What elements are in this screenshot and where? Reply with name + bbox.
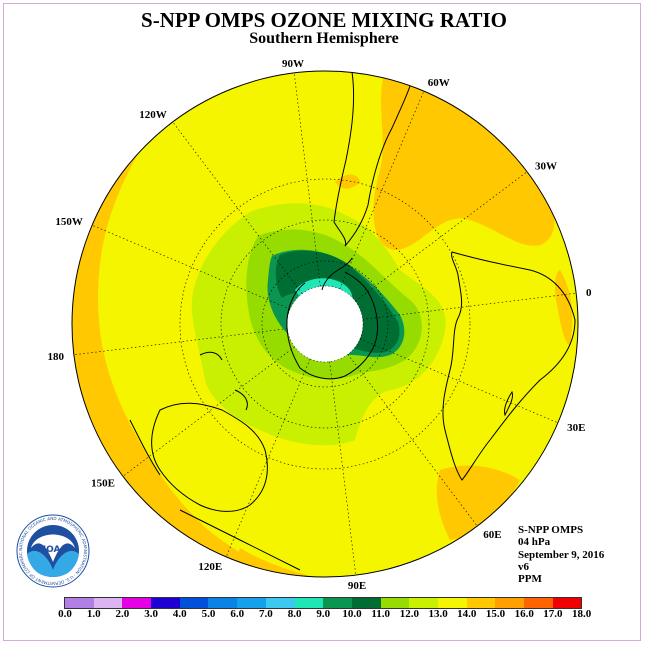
colorbar-swatch — [437, 598, 467, 608]
colorbar-tick-label: 4.0 — [172, 608, 187, 620]
colorbar-tick-label: 3.0 — [144, 608, 158, 620]
info-level: 04 hPa — [518, 536, 551, 549]
logo-text: NOAA — [39, 545, 68, 555]
colorbar-tick-label: 11.0 — [371, 608, 391, 620]
longitude-label: 60W — [428, 77, 450, 89]
band-orange-east — [555, 270, 573, 345]
colorbar-swatch — [208, 598, 238, 608]
info-version: v6 — [518, 560, 529, 573]
colorbar-tick-label: 1.0 — [86, 608, 101, 620]
colorbar-swatch — [265, 598, 295, 608]
coast-madagascar — [504, 390, 513, 417]
longitude-label: 30W — [535, 161, 557, 173]
colorbar-tick-label: 18.0 — [571, 608, 592, 620]
colorbar-swatch — [65, 598, 94, 608]
colorbar-tick-label: 16.0 — [514, 608, 534, 620]
latitude-circle-30 — [179, 178, 471, 470]
coast-antarctica — [286, 271, 379, 380]
colorbar — [64, 597, 583, 609]
coast-south-america — [333, 71, 416, 247]
colorbar-swatch — [351, 598, 381, 608]
colorbar-tick-label: 8.0 — [287, 608, 302, 620]
info-block: S-NPP OMPS 04 hPa September 9, 2016 v6 P… — [518, 524, 604, 585]
longitude-label: 150E — [91, 477, 115, 489]
colorbar-tick-label: 17.0 — [543, 608, 563, 620]
coast-africa — [442, 251, 576, 481]
colorbar-swatch — [466, 598, 496, 608]
map-subtitle: Southern Hemisphere — [249, 30, 399, 47]
coast-peninsula — [321, 257, 353, 291]
colorbar-swatch — [409, 598, 438, 608]
colorbar-swatch — [495, 598, 524, 608]
coast-se-asia — [129, 419, 301, 571]
band-orange-southeast — [436, 465, 520, 540]
graticule — [73, 72, 577, 576]
colorbar-swatch — [552, 598, 582, 608]
info-date: September 9, 2016 — [518, 548, 605, 561]
colorbar-swatch — [323, 598, 352, 608]
map-title: S-NPP OMPS OZONE MIXING RATIO — [141, 8, 507, 32]
polar-gap — [286, 285, 364, 363]
coastlines — [129, 71, 576, 571]
longitude-label: 30E — [567, 422, 585, 434]
colorbar-tick-label: 14.0 — [457, 608, 477, 620]
colorbar-swatch — [294, 598, 324, 608]
colorbar-tick-label: 5.0 — [201, 608, 216, 620]
colorbar-tick-label: 7.0 — [259, 608, 273, 620]
longitude-label: 90E — [348, 580, 366, 592]
colorbar-tick-label: 0.0 — [58, 608, 72, 620]
colorbar-swatch — [179, 598, 209, 608]
longitude-label: 90W — [282, 58, 304, 70]
map-edge — [71, 70, 579, 578]
band-orange-northeast — [373, 72, 555, 250]
colorbar-tick-label: 9.0 — [316, 608, 331, 620]
colorbar-tick-label: 15.0 — [485, 608, 506, 620]
colorbar-tick-label: 13.0 — [428, 608, 448, 620]
coast-australia — [151, 402, 268, 512]
colorbar-tick-label: 6.0 — [230, 608, 245, 620]
coast-new-zealand — [199, 351, 248, 411]
colorbar-tick-label: 10.0 — [342, 608, 362, 620]
page-frame — [3, 3, 641, 641]
longitude-label: 150W — [55, 216, 83, 228]
longitude-label: 0 — [586, 287, 592, 299]
colorbar-swatch — [237, 598, 266, 608]
colorbar-tick-label: 12.0 — [399, 608, 420, 620]
colorbar-swatch — [524, 598, 553, 608]
latitude-circle-45 — [220, 219, 430, 429]
colorbar-swatch — [151, 598, 180, 608]
colorbar-swatch — [122, 598, 152, 608]
colorbar-swatch — [380, 598, 410, 608]
latitude-circle-60 — [261, 260, 389, 388]
band-orange-sa — [335, 174, 360, 189]
longitude-label: 60E — [483, 529, 501, 541]
longitude-label: 120W — [139, 109, 167, 121]
longitude-label: 180 — [47, 351, 64, 363]
info-units: PPM — [518, 573, 542, 586]
longitude-labels: 90W 60W 30W 0 30E 60E 90E 120E 150E 180 150W 120W — [47, 58, 592, 592]
noaa-logo-icon: NATIONAL OCEANIC AND ATMOSPHERIC ADMINIS… — [16, 514, 90, 588]
longitude-label: 120E — [198, 561, 222, 573]
colorbar-swatch — [93, 598, 123, 608]
info-instrument: S-NPP OMPS — [518, 524, 584, 536]
colorbar-tick-label: 2.0 — [115, 608, 130, 620]
